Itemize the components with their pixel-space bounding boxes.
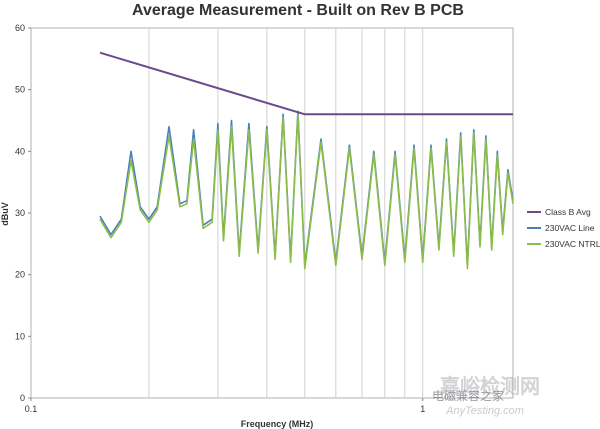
legend-label: 230VAC NTRL bbox=[545, 239, 600, 249]
legend-label: Class B Avg bbox=[545, 207, 591, 217]
series-line-230vac-ntrl bbox=[99, 113, 514, 270]
x-tick-label: 0.1 bbox=[25, 404, 38, 414]
y-tick-label: 0 bbox=[20, 393, 25, 403]
x-axis-label: Frequency (MHz) bbox=[241, 419, 314, 429]
y-tick-label: 10 bbox=[15, 331, 25, 341]
chart-title: Average Measurement - Built on Rev B PCB bbox=[132, 2, 464, 19]
watermark-line2: AnyTesting.com bbox=[445, 405, 524, 417]
y-tick-label: 20 bbox=[15, 270, 25, 280]
y-tick-label: 40 bbox=[15, 146, 25, 156]
series-line-class-b-avg bbox=[99, 51, 513, 116]
y-tick-label: 30 bbox=[15, 208, 25, 218]
watermark-line3: 电磁兼容之家 bbox=[432, 388, 504, 403]
y-tick-label: 50 bbox=[15, 85, 25, 95]
x-tick-label: 1 bbox=[420, 404, 425, 414]
watermark-line1: 嘉峪检测网 bbox=[439, 374, 540, 398]
legend: Class B Avg 230VAC Line 230VAC NTRL bbox=[527, 207, 600, 249]
plot-area: 0 10 20 30 40 50 60 0.1 1 bbox=[15, 23, 514, 414]
y-tick-label: 60 bbox=[15, 23, 25, 33]
y-axis-label: dBuV bbox=[0, 202, 10, 226]
watermark: 电磁兼容之家 嘉峪检测网 AnyTesting.com bbox=[432, 374, 540, 417]
legend-label: 230VAC Line bbox=[545, 223, 595, 233]
